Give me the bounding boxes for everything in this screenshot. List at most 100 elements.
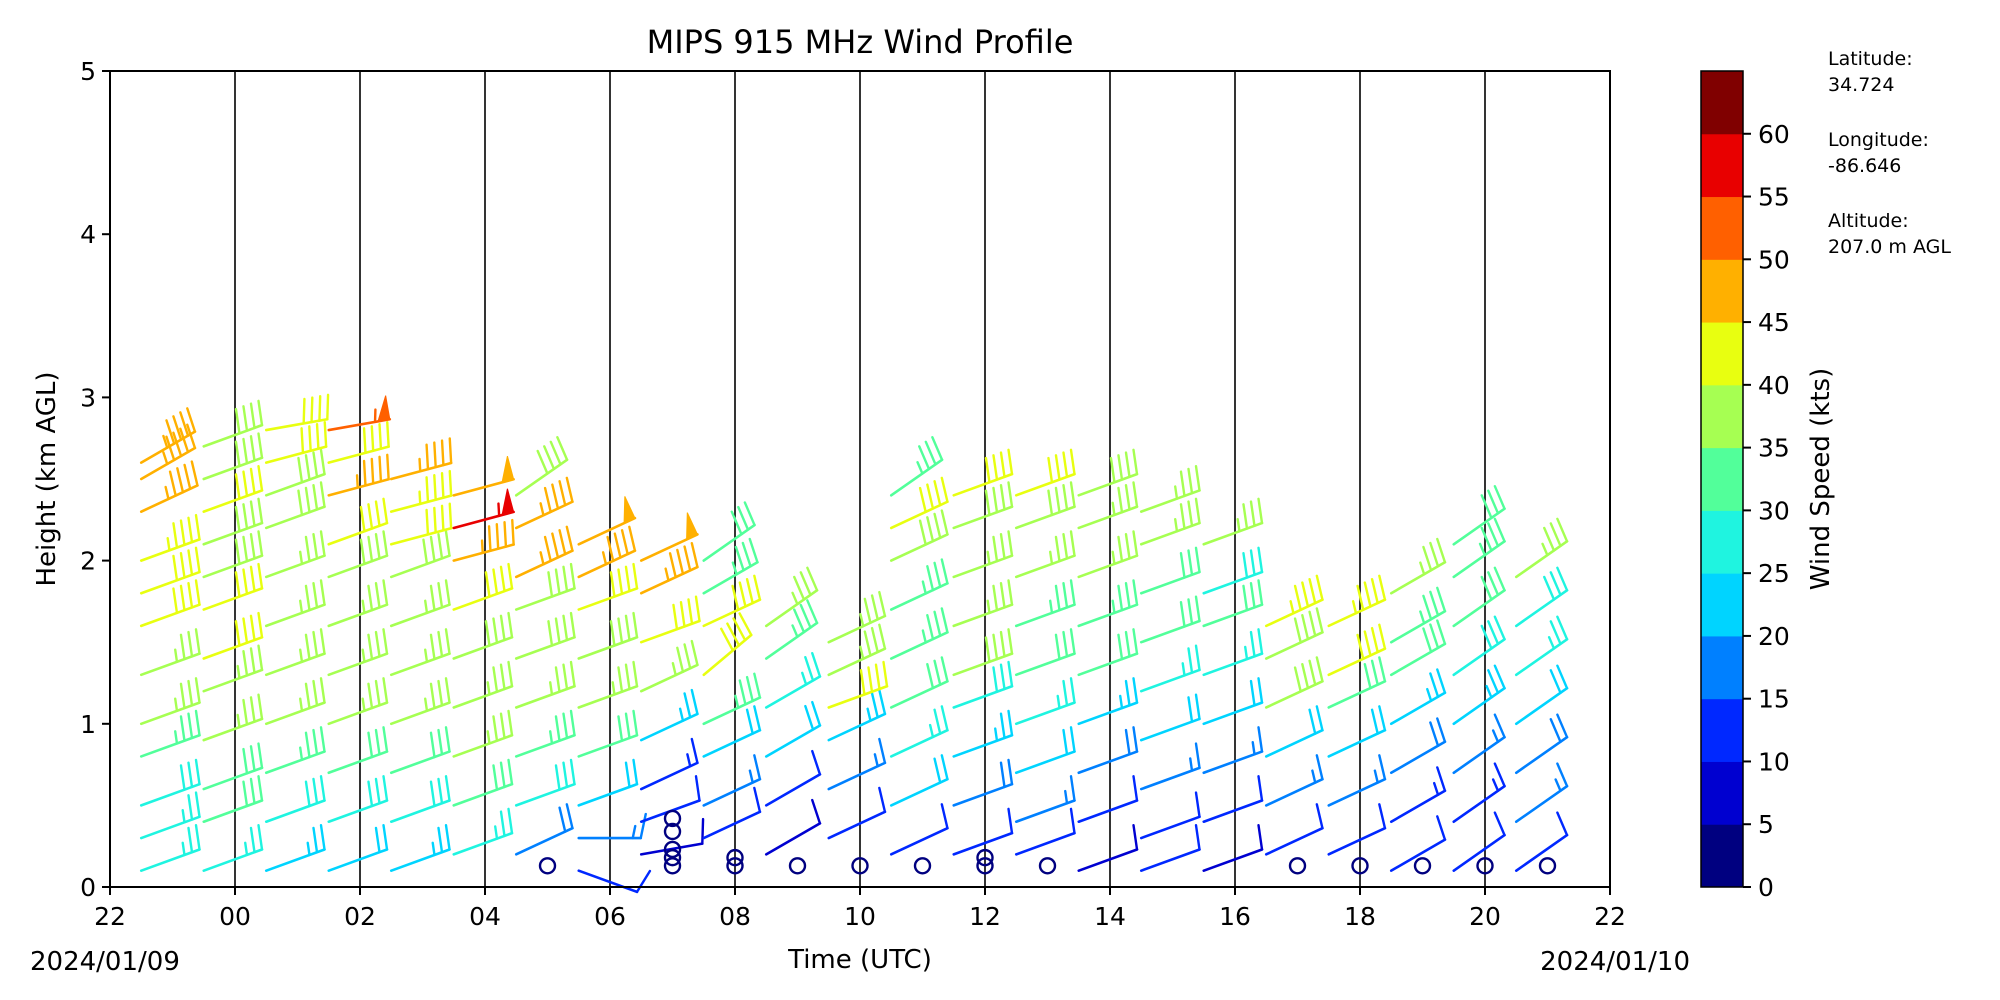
end-date-label: 2024/01/10 bbox=[1540, 947, 1690, 977]
barb-feather bbox=[676, 646, 685, 673]
wind-barb bbox=[389, 579, 451, 628]
barb-feather bbox=[194, 791, 201, 819]
barb-shaft bbox=[327, 445, 390, 464]
barb-shaft bbox=[1264, 631, 1324, 660]
wind-barb bbox=[327, 530, 389, 579]
barb-feather bbox=[1194, 497, 1201, 525]
barb-feather bbox=[370, 457, 375, 485]
barb-feather bbox=[1356, 584, 1365, 612]
barb-feather bbox=[257, 464, 264, 492]
barb-feather bbox=[551, 483, 560, 510]
wind-barb bbox=[577, 525, 637, 579]
barb-shaft bbox=[389, 799, 451, 824]
barb-half-feather bbox=[549, 681, 554, 696]
barb-feather bbox=[1257, 726, 1264, 753]
barb-feather bbox=[565, 803, 574, 830]
barb-feather bbox=[1054, 486, 1061, 514]
barb-feather bbox=[753, 754, 762, 781]
barb-feather bbox=[547, 620, 554, 647]
barb-feather bbox=[999, 630, 1006, 658]
calm-marker bbox=[1476, 857, 1494, 875]
barb-feather bbox=[726, 622, 741, 647]
wind-barb bbox=[1514, 664, 1569, 726]
barb-shaft bbox=[202, 848, 264, 872]
barb-feather bbox=[495, 523, 500, 550]
barb-shaft bbox=[389, 554, 451, 579]
wind-barb bbox=[1014, 530, 1076, 579]
barb-feather bbox=[1308, 708, 1317, 735]
barb-half-feather bbox=[480, 539, 484, 555]
wind-barb bbox=[514, 436, 569, 497]
barb-half-feather bbox=[244, 841, 249, 857]
barb-half-feather bbox=[1554, 778, 1562, 792]
barb-shaft bbox=[139, 652, 201, 677]
barb-feather bbox=[242, 617, 249, 644]
barb-shaft bbox=[264, 554, 326, 579]
wind-barb bbox=[952, 530, 1014, 579]
barb-feather bbox=[1293, 584, 1302, 612]
barb-half-feather bbox=[731, 561, 738, 576]
barb-feather bbox=[440, 471, 445, 499]
wind-barb bbox=[389, 502, 453, 546]
barb-feather bbox=[1436, 586, 1447, 613]
x-tick-label: 20 bbox=[1469, 902, 1501, 931]
latitude-value: 34.724 bbox=[1828, 74, 1895, 96]
barb-shaft bbox=[327, 554, 389, 579]
barb-shaft bbox=[202, 489, 264, 513]
barb-feather bbox=[1062, 532, 1069, 560]
barb-half-feather bbox=[162, 434, 169, 449]
barb-feather bbox=[1549, 522, 1562, 548]
barb-shaft bbox=[514, 782, 576, 807]
wind-barb bbox=[952, 807, 1014, 856]
barb-feather bbox=[1179, 470, 1186, 498]
barb-feather bbox=[194, 677, 201, 704]
barb-feather bbox=[918, 519, 927, 546]
barb-feather bbox=[367, 503, 374, 530]
barb-pennant bbox=[501, 488, 515, 516]
barb-half-feather bbox=[986, 550, 991, 566]
barb-shaft bbox=[1014, 701, 1076, 726]
barb-feather bbox=[367, 682, 374, 710]
barb-shaft bbox=[702, 777, 762, 807]
barb-feather bbox=[1556, 664, 1569, 690]
barb-feather bbox=[1363, 662, 1372, 690]
wind-barb bbox=[1139, 791, 1201, 840]
wind-barb bbox=[264, 420, 328, 464]
barb-feather bbox=[1315, 607, 1324, 634]
barb-half-feather bbox=[1373, 769, 1379, 784]
barb-feather bbox=[1480, 624, 1493, 650]
barb-feather bbox=[312, 451, 319, 479]
wind-barb bbox=[577, 709, 639, 758]
barb-shaft bbox=[264, 417, 329, 432]
barb-feather bbox=[1109, 456, 1116, 484]
barb-feather bbox=[1378, 705, 1387, 732]
barb-feather bbox=[1007, 579, 1014, 606]
barb-feather bbox=[543, 445, 556, 471]
barb-feather bbox=[304, 454, 311, 481]
barb-feather bbox=[992, 486, 999, 514]
barb-half-feather bbox=[424, 648, 429, 664]
wind-barb bbox=[1014, 628, 1076, 677]
wind-barb bbox=[1264, 705, 1324, 758]
barb-feather bbox=[753, 786, 762, 814]
barb-shaft bbox=[577, 636, 639, 660]
barb-shaft bbox=[202, 766, 264, 791]
barb-feather bbox=[382, 497, 389, 525]
barb-feather bbox=[617, 617, 624, 644]
colorbar: 0 5 10 15 20 25 30 35 40 45 50 55 60 bbox=[1700, 70, 1790, 902]
barb-feather bbox=[554, 617, 561, 644]
barb-feather bbox=[257, 644, 264, 672]
barb-shaft bbox=[702, 810, 762, 840]
barb-shaft bbox=[389, 603, 451, 628]
barb-feather bbox=[429, 780, 436, 808]
barb-half-feather bbox=[431, 841, 436, 857]
colorbar-segment bbox=[1701, 259, 1743, 323]
barb-feather bbox=[609, 571, 616, 598]
wind-barb bbox=[264, 726, 326, 775]
barb-half-feather bbox=[1426, 687, 1433, 702]
calm-marker bbox=[726, 848, 744, 867]
barb-pennant bbox=[623, 496, 636, 524]
barb-feather bbox=[492, 715, 499, 742]
barb-feather bbox=[425, 476, 430, 504]
barb-shaft bbox=[889, 582, 949, 611]
